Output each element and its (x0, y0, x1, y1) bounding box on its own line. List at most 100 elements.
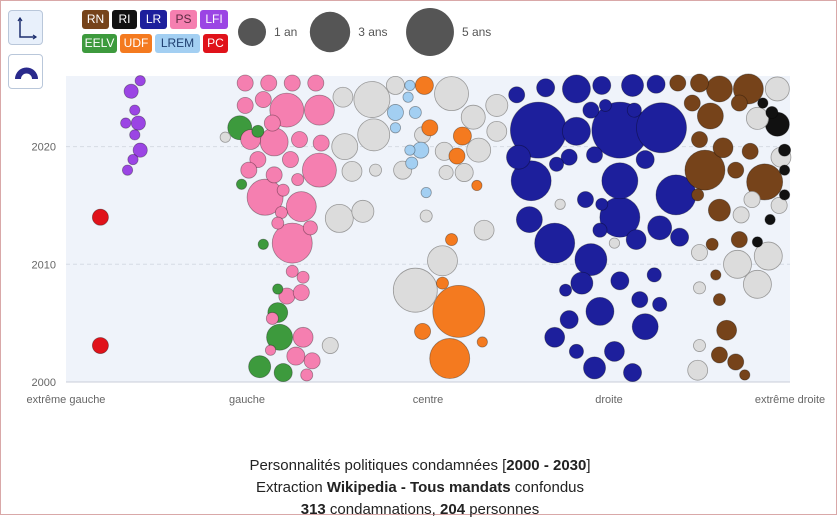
bubble-lr (592, 222, 608, 238)
legend-badge-ps[interactable]: PS (170, 10, 197, 29)
bubble-autre (486, 120, 508, 142)
caption-text: Extraction (255, 479, 327, 496)
bubble-ps (292, 326, 314, 348)
axes-view-button[interactable] (8, 10, 43, 45)
bubble-rn (730, 231, 748, 249)
bubble-ps (260, 74, 278, 92)
bubble-udf (429, 338, 471, 379)
caption-line-1: Personnalités politiques condamnées [200… (0, 455, 840, 477)
size-legend-label: 1 an (274, 25, 297, 39)
bubble-ps (265, 312, 279, 325)
bubble-lr (625, 229, 647, 250)
bubble-lr (515, 206, 543, 233)
bubble-ri (757, 97, 769, 109)
bubble-autre (341, 160, 363, 182)
bubble-lr (508, 86, 526, 104)
x-category-label: gauche (229, 394, 265, 406)
size-legend-circle (406, 8, 454, 56)
bubble-rn (684, 149, 726, 191)
bubble-lr (510, 160, 552, 202)
legend-badge-eelv[interactable]: EELV (82, 34, 117, 53)
bubble-udf (436, 276, 449, 290)
bubble-lfi (134, 75, 146, 87)
legend-badge-lr[interactable]: LR (140, 10, 167, 29)
bubble-eelv (236, 178, 248, 190)
legend-badge-rn[interactable]: RN (82, 10, 109, 29)
bubble-udf (414, 75, 434, 95)
persons-count: 204 (440, 501, 466, 518)
bubble-autre (351, 199, 375, 223)
bubble-lr (574, 243, 608, 276)
bubble-ps (264, 344, 277, 356)
bubble-lr (506, 144, 531, 170)
bubble-ps (291, 173, 305, 187)
legend-badge-lfi[interactable]: LFI (200, 10, 228, 29)
bubble-ri (779, 189, 791, 201)
bubble-ps (303, 94, 335, 126)
legend-badge-udf[interactable]: UDF (120, 34, 152, 53)
bubble-eelv (266, 323, 293, 351)
bubble-lrem (404, 144, 416, 156)
bubble-lr (626, 102, 642, 118)
bubble-ps (246, 178, 284, 216)
caption-line-2: Extraction Wikipedia - Tous mandats conf… (0, 477, 840, 499)
bubble-autre (392, 267, 438, 313)
legend-badge-ri[interactable]: RI (112, 10, 137, 29)
bubble-autre (753, 241, 783, 271)
bubble-autre (745, 106, 769, 130)
bubble-lr (570, 271, 594, 295)
bubble-ri (765, 106, 779, 119)
bubble-ps (285, 191, 317, 223)
bubble-lr (652, 296, 668, 312)
legend-badge-lrem[interactable]: LREM (155, 34, 200, 53)
bubble-rn (691, 188, 705, 202)
bubble-autre (219, 131, 231, 143)
bubble-autre (732, 206, 750, 224)
bubble-rn (727, 161, 745, 179)
bubble-ps (263, 114, 281, 132)
hemicycle-view-button[interactable] (8, 54, 43, 89)
bubble-lr (623, 363, 642, 383)
bubble-autre (454, 163, 474, 182)
size-legend-label: 3 ans (358, 25, 387, 39)
bubble-eelv (272, 283, 284, 295)
bubble-rn (705, 237, 719, 251)
bubble-lr (534, 222, 576, 264)
bubble-autre (693, 281, 706, 295)
bubble-autre (438, 165, 454, 180)
bubble-ri (751, 236, 763, 248)
bubble-ps (265, 166, 283, 184)
bubble-autre (691, 244, 708, 261)
bubble-rn (712, 293, 726, 307)
bubble-lrem (420, 186, 432, 199)
bubble-ps (271, 216, 285, 230)
bubble-rn (707, 198, 731, 222)
bubble-lr (595, 197, 609, 211)
bubble-rn (712, 137, 734, 159)
bubble-autre (770, 197, 788, 214)
bubble-autre (687, 359, 709, 381)
bubble-autre (357, 118, 391, 152)
bubble-lr (562, 116, 591, 146)
bubble-lr (560, 148, 578, 166)
bubble-lr (646, 74, 666, 94)
bubble-autre (764, 76, 790, 102)
bubble-lfi (129, 129, 141, 141)
bubble-ps (254, 91, 272, 108)
bubble-rn (730, 94, 748, 112)
bubble-lr (536, 78, 556, 98)
bubble-rn (691, 131, 708, 149)
legend-badge-pc[interactable]: PC (203, 34, 228, 53)
bubble-lrem (389, 122, 401, 134)
bubble-ps (240, 161, 258, 179)
bubble-ri (779, 164, 791, 176)
bubble-udf (452, 126, 472, 146)
bubble-lfi (130, 115, 146, 131)
bubble-lr (635, 150, 655, 170)
bubble-pc (91, 208, 109, 226)
caption-text: confondus (510, 479, 585, 496)
bubble-ps (286, 346, 306, 366)
bubble-lr (586, 146, 603, 164)
bubble-lrem (386, 104, 404, 121)
bubble-autre (321, 337, 339, 354)
